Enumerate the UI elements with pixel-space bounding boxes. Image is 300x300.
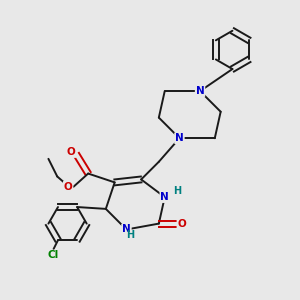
- Text: N: N: [196, 86, 204, 96]
- Text: O: O: [177, 219, 186, 229]
- Text: N: N: [160, 192, 169, 202]
- Text: H: H: [173, 186, 181, 196]
- Text: H: H: [126, 230, 135, 240]
- Text: N: N: [122, 224, 131, 235]
- Text: N: N: [175, 133, 184, 143]
- Text: Cl: Cl: [47, 250, 58, 260]
- Text: O: O: [64, 182, 73, 192]
- Text: O: O: [67, 147, 76, 157]
